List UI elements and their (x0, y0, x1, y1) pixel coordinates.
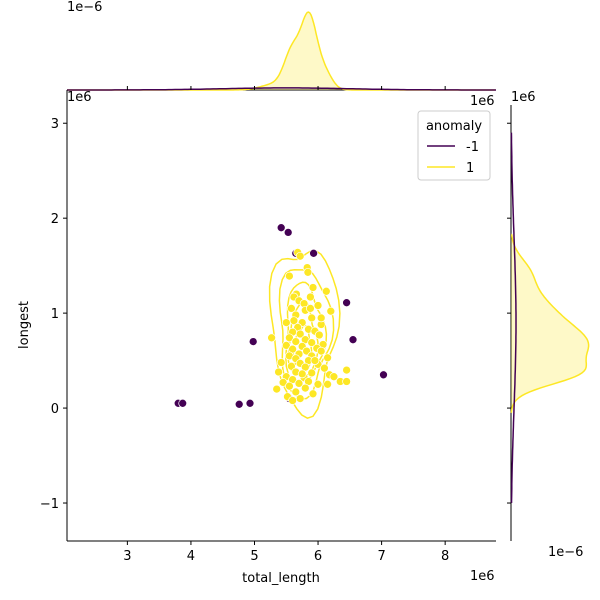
normal-point (308, 283, 318, 292)
normal-point (313, 301, 323, 310)
normal-point (307, 338, 317, 347)
y-tick-label: 2 (51, 212, 59, 227)
normal-point (297, 369, 307, 379)
normal-point (323, 379, 332, 389)
x-tick-label: 3 (123, 549, 131, 564)
normal-point (323, 353, 332, 363)
anomaly-point (248, 337, 258, 346)
normal-point (342, 377, 351, 386)
top-marginal-offset-label: 1e−6 (67, 0, 102, 15)
normal-point (295, 394, 305, 403)
normal-point (285, 333, 294, 343)
normal-point (267, 333, 276, 343)
y-tick-label: −1 (40, 497, 59, 512)
normal-point (281, 341, 291, 350)
right-marginal-top-label: 1e6 (470, 94, 495, 109)
normal-point (316, 346, 326, 356)
anomaly-point (276, 223, 286, 233)
normal-point (295, 329, 305, 339)
normal-point (285, 381, 294, 391)
anomaly-point (245, 398, 255, 408)
right-marginal-density (510, 105, 590, 541)
top-density-fill-pos (67, 12, 496, 91)
y-tick-label: 3 (51, 117, 59, 132)
normal-point (276, 358, 286, 367)
normal-point (300, 383, 310, 393)
anomaly-point (234, 399, 244, 409)
scatter-points (173, 223, 388, 409)
y-axis-title: longest (17, 301, 32, 349)
kde-contour-ring (268, 250, 341, 420)
x-tick-label: 6 (314, 549, 322, 564)
x-axis-title: total_length (242, 571, 320, 586)
normal-point (308, 389, 318, 399)
normal-point (303, 267, 313, 277)
normal-point (307, 313, 317, 323)
normal-point (281, 318, 291, 327)
anomaly-point (283, 228, 293, 237)
normal-point (320, 363, 329, 373)
main-axes: 3 4 5 6 7 8 −1 0 1 2 3 (40, 86, 511, 564)
anomaly-point (348, 335, 358, 345)
normal-point (274, 367, 283, 377)
right-density-line-pos (510, 234, 590, 413)
right-density-fill-pos (511, 232, 589, 413)
x-offset-label: 1e6 (470, 569, 495, 584)
normal-point (329, 372, 339, 382)
normal-point (321, 286, 331, 296)
normal-point (342, 365, 351, 375)
normal-point (307, 368, 317, 378)
normal-point (326, 306, 336, 316)
normal-point (287, 361, 296, 371)
legend-title: anomaly (426, 119, 482, 134)
normal-point (291, 387, 301, 397)
normal-point (316, 313, 326, 323)
anomaly-point (379, 370, 388, 380)
normal-point (306, 292, 315, 302)
y-tick-label: 1 (51, 307, 59, 322)
top-density-line-neg (67, 87, 496, 91)
x-tick-label: 5 (250, 549, 258, 564)
x-tick-label: 4 (187, 549, 195, 564)
normal-point (288, 396, 297, 405)
normal-point (272, 384, 282, 394)
normal-point (310, 356, 320, 365)
normal-point (278, 378, 288, 387)
anomaly-point (309, 248, 318, 258)
right-marginal-y-offset: 1e6 (511, 90, 536, 105)
y-offset-label: 1e6 (67, 90, 92, 105)
legend-label-neg: -1 (466, 140, 479, 155)
normal-point (295, 251, 305, 261)
anomaly-point (178, 398, 188, 408)
normal-point (314, 330, 324, 340)
normal-point (291, 337, 301, 346)
anomaly-point (342, 298, 351, 308)
normal-point (313, 379, 323, 389)
right-density-line-neg (510, 132, 517, 504)
normal-point (287, 304, 296, 313)
right-marginal-offset-label: 1e−6 (548, 545, 583, 560)
kde-contours (268, 250, 341, 420)
x-tick-label: 7 (377, 549, 385, 564)
x-tick-label: 8 (441, 549, 449, 564)
normal-point (306, 304, 315, 313)
normal-point (285, 271, 294, 281)
legend: anomaly -1 1 (417, 110, 491, 181)
normal-point (294, 379, 304, 388)
top-marginal-density (67, 11, 496, 91)
y-tick-label: 0 (51, 402, 59, 417)
legend-label-pos: 1 (466, 161, 474, 176)
